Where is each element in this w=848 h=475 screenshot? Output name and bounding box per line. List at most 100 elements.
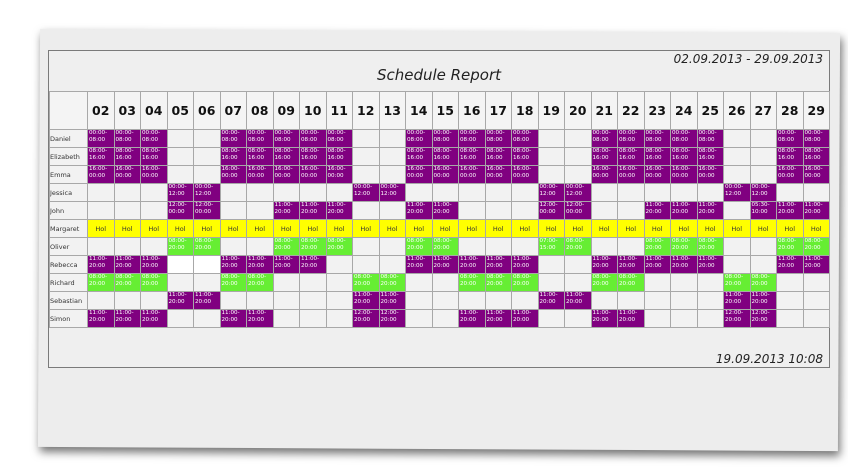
shift-cell[interactable]: 08:00- 20:00: [246, 273, 274, 292]
empty-cell[interactable]: [458, 183, 486, 202]
shift-cell[interactable]: 08:00- 16:00: [643, 147, 671, 166]
shift-cell[interactable]: 08:00- 16:00: [590, 147, 618, 166]
empty-cell[interactable]: [87, 291, 115, 310]
shift-cell[interactable]: 11:00- 20:00: [590, 255, 618, 274]
shift-cell[interactable]: 05:30- 10:00: [749, 201, 777, 220]
empty-cell[interactable]: [511, 183, 539, 202]
shift-cell[interactable]: 16:00- 00:00: [643, 165, 671, 184]
empty-cell[interactable]: [617, 201, 645, 220]
empty-cell[interactable]: [140, 237, 168, 256]
empty-cell[interactable]: [670, 309, 698, 328]
shift-cell[interactable]: 11:00- 20:00: [590, 309, 618, 328]
shift-cell[interactable]: 11:00- 20:00: [511, 255, 539, 274]
empty-cell[interactable]: [113, 291, 141, 310]
shift-cell[interactable]: 08:00- 20:00: [378, 273, 406, 292]
shift-cell[interactable]: 16:00- 00:00: [802, 165, 830, 184]
holiday-cell[interactable]: Hol: [802, 219, 830, 238]
shift-cell[interactable]: 08:00- 16:00: [299, 147, 327, 166]
shift-cell[interactable]: 08:00- 16:00: [670, 147, 698, 166]
shift-cell[interactable]: 11:00- 20:00: [696, 255, 724, 274]
empty-cell[interactable]: [590, 237, 618, 256]
empty-cell[interactable]: [802, 183, 830, 202]
shift-cell[interactable]: 11:00- 20:00: [219, 309, 247, 328]
empty-cell[interactable]: [749, 237, 777, 256]
shift-cell[interactable]: 16:00- 00:00: [484, 165, 512, 184]
shift-cell[interactable]: 08:00- 16:00: [140, 147, 168, 166]
shift-cell[interactable]: 08:00- 20:00: [511, 273, 539, 292]
empty-cell[interactable]: [193, 255, 221, 274]
shift-cell[interactable]: 11:00- 20:00: [246, 255, 274, 274]
shift-cell[interactable]: 16:00- 00:00: [617, 165, 645, 184]
holiday-cell[interactable]: Hol: [590, 219, 618, 238]
empty-cell[interactable]: [431, 273, 459, 292]
shift-cell[interactable]: 08:00- 20:00: [723, 273, 751, 292]
shift-cell[interactable]: 00:00- 08:00: [696, 129, 724, 148]
empty-cell[interactable]: [219, 237, 247, 256]
empty-cell[interactable]: [564, 255, 592, 274]
empty-cell[interactable]: [113, 201, 141, 220]
empty-cell[interactable]: [696, 309, 724, 328]
shift-cell[interactable]: 16:00- 00:00: [670, 165, 698, 184]
shift-cell[interactable]: 08:00- 16:00: [696, 147, 724, 166]
shift-cell[interactable]: 12:00- 20:00: [723, 309, 751, 328]
holiday-cell[interactable]: Hol: [193, 219, 221, 238]
empty-cell[interactable]: [166, 147, 194, 166]
shift-cell[interactable]: 11:00- 20:00: [87, 309, 115, 328]
empty-cell[interactable]: [564, 309, 592, 328]
empty-cell[interactable]: [484, 201, 512, 220]
shift-cell[interactable]: 08:00- 16:00: [802, 147, 830, 166]
shift-cell[interactable]: 12:00- 00:00: [564, 201, 592, 220]
shift-cell[interactable]: 08:00- 20:00: [617, 273, 645, 292]
shift-cell[interactable]: 00:00- 12:00: [166, 183, 194, 202]
empty-cell[interactable]: [352, 201, 380, 220]
shift-cell[interactable]: 08:00- 20:00: [140, 273, 168, 292]
empty-cell[interactable]: [325, 273, 353, 292]
empty-cell[interactable]: [431, 183, 459, 202]
shift-cell[interactable]: 00:00- 12:00: [537, 183, 565, 202]
empty-cell[interactable]: [87, 183, 115, 202]
shift-cell[interactable]: 11:00- 20:00: [140, 255, 168, 274]
shift-cell[interactable]: 00:00- 08:00: [484, 129, 512, 148]
shift-cell[interactable]: 00:00- 08:00: [670, 129, 698, 148]
empty-cell[interactable]: [325, 309, 353, 328]
shift-cell[interactable]: 11:00- 20:00: [670, 255, 698, 274]
shift-cell[interactable]: 08:00- 20:00: [802, 237, 830, 256]
shift-cell[interactable]: 11:00- 20:00: [193, 291, 221, 310]
empty-cell[interactable]: [325, 255, 353, 274]
shift-cell[interactable]: 11:00- 20:00: [113, 309, 141, 328]
shift-cell[interactable]: 00:00- 08:00: [643, 129, 671, 148]
holiday-cell[interactable]: Hol: [405, 219, 433, 238]
holiday-cell[interactable]: Hol: [484, 219, 512, 238]
shift-cell[interactable]: 00:00- 12:00: [749, 183, 777, 202]
empty-cell[interactable]: [193, 273, 221, 292]
empty-cell[interactable]: [776, 309, 804, 328]
shift-cell[interactable]: 12:00- 00:00: [166, 201, 194, 220]
empty-cell[interactable]: [193, 309, 221, 328]
holiday-cell[interactable]: Hol: [166, 219, 194, 238]
shift-cell[interactable]: 16:00- 00:00: [219, 165, 247, 184]
shift-cell[interactable]: 00:00- 08:00: [617, 129, 645, 148]
empty-cell[interactable]: [802, 309, 830, 328]
empty-cell[interactable]: [378, 201, 406, 220]
empty-cell[interactable]: [723, 237, 751, 256]
shift-cell[interactable]: 16:00- 00:00: [590, 165, 618, 184]
holiday-cell[interactable]: Hol: [299, 219, 327, 238]
empty-cell[interactable]: [749, 147, 777, 166]
shift-cell[interactable]: 08:00- 20:00: [670, 237, 698, 256]
empty-cell[interactable]: [723, 255, 751, 274]
empty-cell[interactable]: [776, 183, 804, 202]
holiday-cell[interactable]: Hol: [723, 219, 751, 238]
shift-cell[interactable]: 11:00- 20:00: [87, 255, 115, 274]
empty-cell[interactable]: [272, 273, 300, 292]
shift-cell[interactable]: 08:00- 20:00: [643, 237, 671, 256]
shift-cell[interactable]: 08:00- 16:00: [113, 147, 141, 166]
shift-cell[interactable]: 00:00- 08:00: [272, 129, 300, 148]
empty-cell[interactable]: [643, 291, 671, 310]
empty-cell[interactable]: [405, 183, 433, 202]
shift-cell[interactable]: 08:00- 16:00: [458, 147, 486, 166]
shift-cell[interactable]: 11:00- 20:00: [272, 201, 300, 220]
shift-cell[interactable]: 11:00- 20:00: [166, 291, 194, 310]
shift-cell[interactable]: 08:00- 16:00: [511, 147, 539, 166]
shift-cell[interactable]: 08:00- 20:00: [696, 237, 724, 256]
shift-cell[interactable]: 11:00- 20:00: [405, 255, 433, 274]
